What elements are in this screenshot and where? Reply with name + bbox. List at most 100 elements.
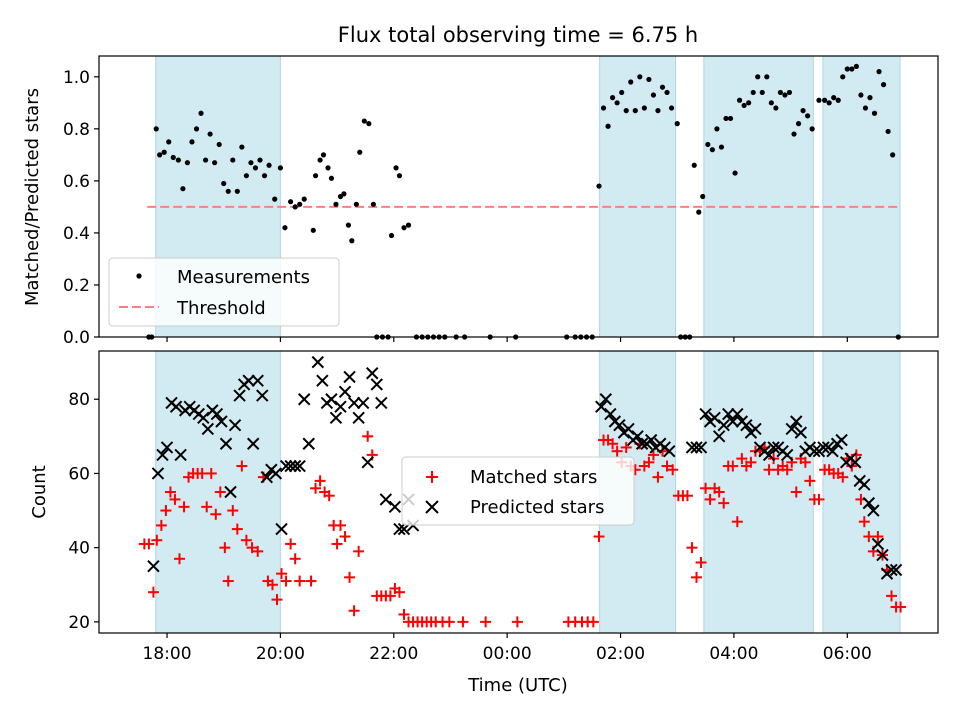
count-night-band-4 bbox=[822, 350, 901, 634]
matched-star-point bbox=[895, 601, 907, 613]
measurement-point bbox=[614, 100, 620, 106]
predicted-star-point bbox=[284, 459, 297, 473]
measurement-point bbox=[396, 173, 403, 179]
measurement-point bbox=[862, 105, 869, 111]
predicted-star-point bbox=[826, 444, 839, 458]
measurement-point bbox=[876, 69, 882, 75]
count-y-ticks: 20 40 60 80 bbox=[68, 390, 99, 633]
matched-star-point bbox=[858, 516, 870, 528]
predicted-star-point bbox=[785, 422, 798, 436]
measurement-point bbox=[297, 201, 303, 207]
ratio-y-tick-label: 0.0 bbox=[63, 328, 90, 348]
matched-star-point bbox=[353, 545, 365, 557]
predicted-star-point bbox=[635, 437, 649, 450]
ratio-x-ticks bbox=[166, 337, 848, 342]
measurement-point bbox=[655, 108, 661, 114]
matched-star-point bbox=[266, 579, 278, 591]
predicted-star-point bbox=[849, 456, 862, 469]
ratio-y-tick-label: 0.4 bbox=[63, 224, 90, 244]
matched-star-point bbox=[305, 575, 317, 587]
measurement-point bbox=[345, 222, 352, 228]
measurement-point bbox=[727, 115, 734, 122]
measurement-point bbox=[637, 74, 643, 80]
x-tick-label: 04:00 bbox=[709, 644, 758, 664]
predicted-star-point bbox=[169, 400, 183, 413]
measurement-point bbox=[277, 165, 284, 171]
predicted-star-point bbox=[347, 396, 361, 410]
measurement-point bbox=[405, 222, 412, 228]
predicted-star-point bbox=[298, 393, 311, 406]
matched-star-point bbox=[647, 449, 659, 461]
predicted-star-point bbox=[375, 396, 388, 410]
measurement-point bbox=[759, 89, 765, 96]
predicted-star-point bbox=[275, 522, 288, 536]
measurement-point bbox=[341, 191, 347, 197]
legend-matched-marker bbox=[426, 471, 438, 483]
measurement-point bbox=[357, 149, 363, 155]
measurement-point bbox=[353, 201, 359, 207]
matched-star-point bbox=[686, 542, 698, 554]
matched-star-point bbox=[169, 493, 181, 505]
predicted-star-point bbox=[160, 441, 174, 454]
legend-predicted-marker bbox=[425, 500, 439, 514]
predicted-star-point bbox=[361, 456, 374, 469]
matched-star-point bbox=[691, 571, 703, 583]
measurement-point bbox=[805, 113, 811, 119]
predicted-star-point bbox=[780, 448, 794, 462]
matched-star-point bbox=[147, 586, 159, 598]
measurement-point bbox=[328, 175, 335, 181]
measurement-point bbox=[691, 162, 697, 168]
measurement-point bbox=[777, 89, 784, 96]
ratio-y-tick-label: 0.2 bbox=[63, 276, 90, 296]
x-tick-label: 06:00 bbox=[823, 644, 872, 664]
measurement-point bbox=[257, 157, 263, 163]
predicted-star-point bbox=[352, 411, 365, 424]
count-y-tick-label: 20 bbox=[68, 613, 90, 633]
measurement-point bbox=[723, 115, 729, 122]
measurement-point bbox=[619, 89, 625, 96]
measurement-point bbox=[880, 82, 887, 88]
predicted-star-point bbox=[242, 374, 255, 387]
measurement-point bbox=[826, 100, 832, 106]
matched-star-point bbox=[727, 460, 739, 472]
predicted-star-point bbox=[233, 389, 246, 402]
ratio-y-tick-label: 0.6 bbox=[63, 172, 90, 192]
measurement-point bbox=[261, 173, 268, 179]
predicted-star-point bbox=[871, 537, 885, 551]
matched-star-point bbox=[151, 534, 163, 546]
predicted-star-point bbox=[256, 389, 269, 402]
chart-title: Flux total observing time = 6.75 h bbox=[338, 23, 698, 47]
measurement-point bbox=[816, 97, 822, 103]
predicted-star-point bbox=[260, 470, 274, 484]
matched-star-point bbox=[393, 586, 405, 598]
matched-star-point bbox=[280, 575, 292, 587]
matched-star-point bbox=[294, 575, 306, 587]
measurement-point bbox=[157, 152, 163, 158]
matched-star-point bbox=[285, 538, 297, 550]
matched-star-point bbox=[731, 516, 743, 528]
predicted-star-point bbox=[699, 407, 712, 421]
measurement-point bbox=[858, 92, 864, 98]
measurement-point bbox=[388, 232, 395, 239]
predicted-star-point bbox=[366, 367, 379, 380]
matched-star-point bbox=[790, 486, 802, 498]
measurement-point bbox=[317, 157, 323, 163]
measurement-point bbox=[221, 180, 227, 187]
measurement-point bbox=[709, 147, 715, 153]
matched-star-point bbox=[362, 430, 374, 442]
predicted-star-point bbox=[749, 422, 762, 436]
legend-measurement-marker bbox=[136, 273, 142, 279]
count-y-axis-label: Count bbox=[29, 465, 50, 518]
measurement-point bbox=[180, 186, 186, 192]
predicted-star-point bbox=[762, 448, 776, 462]
measurement-point bbox=[840, 74, 846, 80]
measurement-point bbox=[800, 108, 806, 114]
count-legend-box bbox=[401, 456, 635, 526]
measurement-point bbox=[282, 225, 288, 231]
measurement-point bbox=[292, 204, 298, 210]
matched-star-point bbox=[219, 542, 231, 554]
matched-star-point bbox=[781, 464, 793, 476]
x-tick-label: 20:00 bbox=[256, 644, 305, 664]
measurement-point bbox=[786, 89, 793, 96]
predicted-star-point bbox=[343, 370, 356, 384]
